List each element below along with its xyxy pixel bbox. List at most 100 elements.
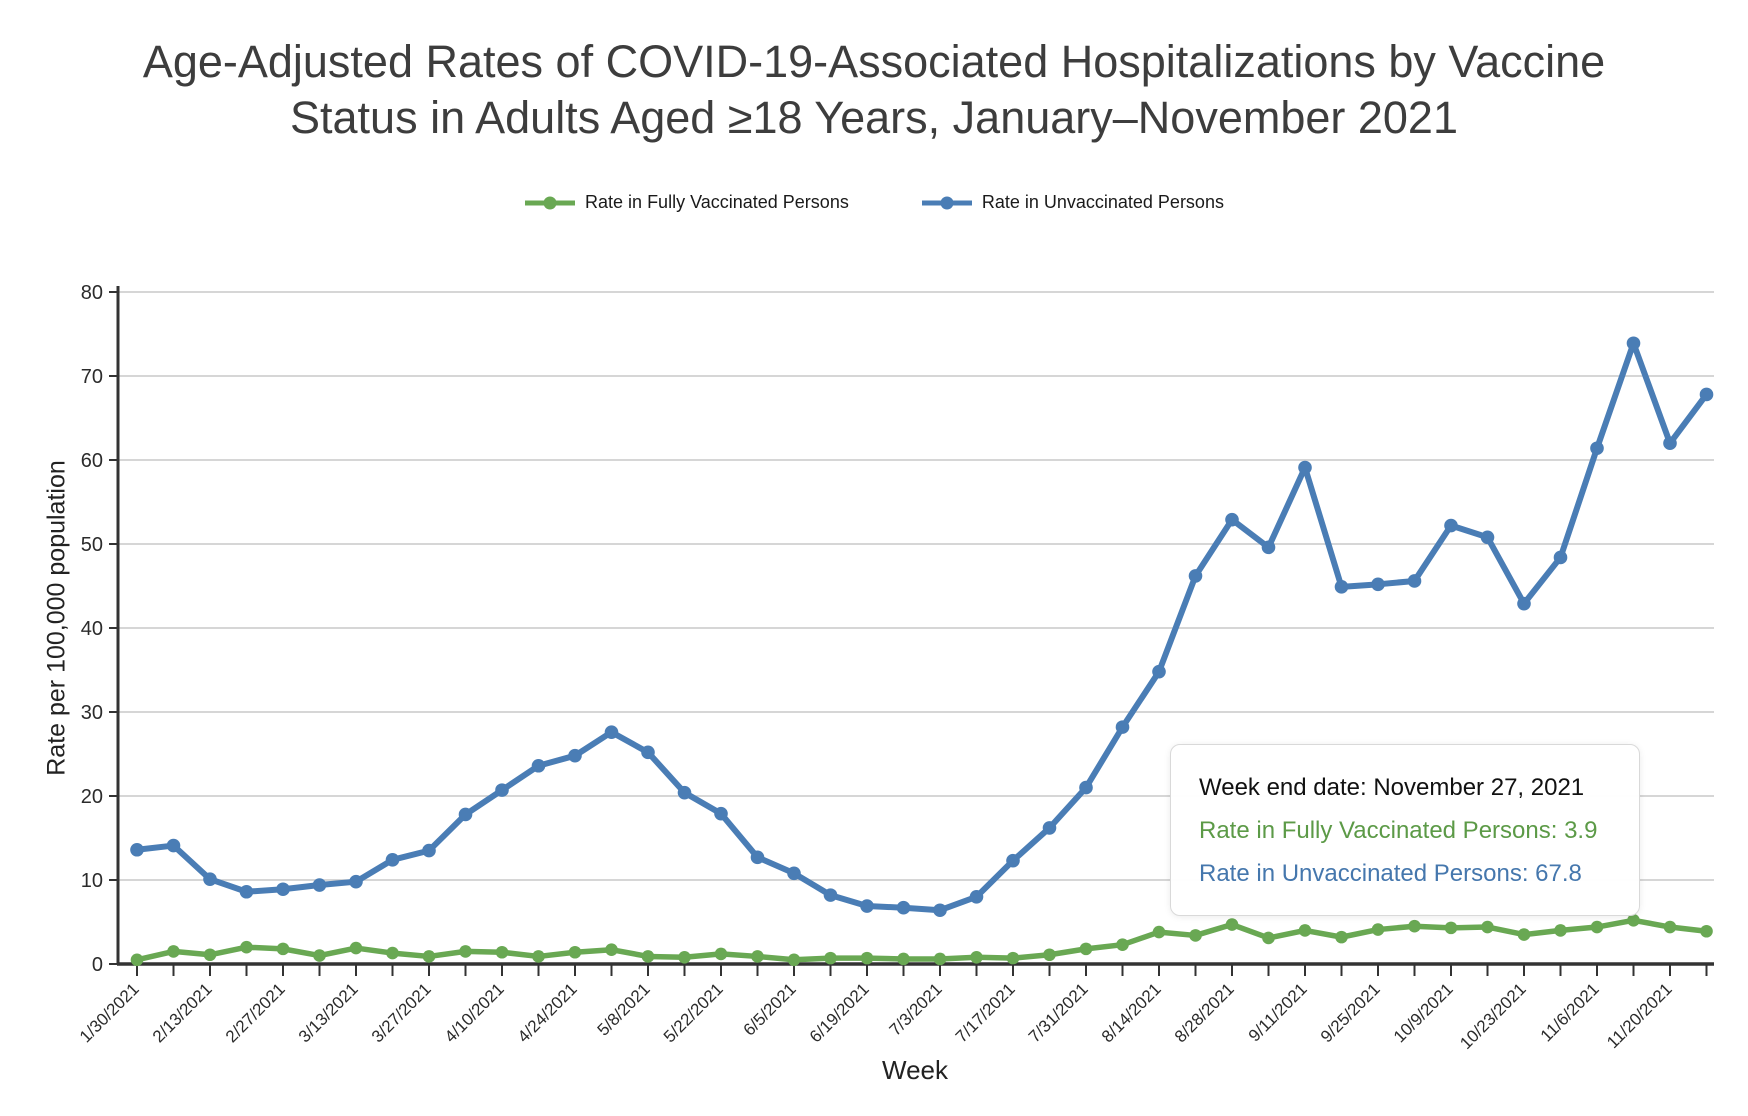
data-point-unvaccinated[interactable] [458,807,473,822]
data-point-unvaccinated[interactable] [677,785,692,800]
data-point-fully-vaccinated[interactable] [459,945,472,958]
data-point-unvaccinated[interactable] [1298,460,1312,475]
legend-label-unvaccinated: Rate in Unvaccinated Persons [981,192,1224,212]
x-tick-label: 8/28/2021 [1171,979,1238,1046]
data-point-fully-vaccinated[interactable] [1663,920,1677,934]
data-point-fully-vaccinated[interactable] [1006,951,1020,965]
data-point-unvaccinated[interactable] [604,725,619,739]
data-point-unvaccinated[interactable] [750,850,765,865]
data-point-fully-vaccinated[interactable] [1079,942,1093,956]
data-point-fully-vaccinated[interactable] [203,948,217,962]
x-tick-label: 3/13/2021 [295,979,362,1046]
data-point-fully-vaccinated[interactable] [1408,919,1421,933]
data-point-unvaccinated[interactable] [641,745,655,760]
data-point-fully-vaccinated[interactable] [970,950,983,964]
data-point-fully-vaccinated[interactable] [1700,924,1713,938]
data-point-unvaccinated[interactable] [568,748,582,763]
data-point-fully-vaccinated[interactable] [605,943,618,957]
data-point-fully-vaccinated[interactable] [787,953,801,967]
data-point-unvaccinated[interactable] [969,890,984,904]
data-point-unvaccinated[interactable] [1517,596,1531,611]
data-point-fully-vaccinated[interactable] [751,950,764,963]
data-point-unvaccinated[interactable] [1553,550,1568,565]
tooltip-vaccinated-line: Rate in Fully Vaccinated Persons: 3.9 [1199,817,1598,844]
data-point-unvaccinated[interactable] [1225,512,1239,527]
data-point-unvaccinated[interactable] [1480,530,1495,545]
legend-item-unvaccinated[interactable]: Rate in Unvaccinated Persons [921,192,1224,213]
data-point-fully-vaccinated[interactable] [495,945,509,959]
data-point-unvaccinated[interactable] [1590,441,1604,456]
data-point-fully-vaccinated[interactable] [240,940,253,954]
data-point-fully-vaccinated[interactable] [897,952,910,966]
data-point-unvaccinated[interactable] [1079,780,1093,795]
data-point-unvaccinated[interactable] [1444,518,1458,533]
data-point-unvaccinated[interactable] [1626,336,1641,351]
data-point-unvaccinated[interactable] [787,866,801,881]
data-point-unvaccinated[interactable] [860,899,874,913]
data-point-unvaccinated[interactable] [896,900,911,915]
x-tick-label: 5/22/2021 [660,979,727,1046]
data-point-unvaccinated[interactable] [166,838,181,853]
x-tick-label: 8/14/2021 [1098,979,1165,1046]
data-point-fully-vaccinated[interactable] [568,945,582,959]
data-point-unvaccinated[interactable] [349,874,363,889]
data-point-fully-vaccinated[interactable] [276,942,290,956]
data-point-fully-vaccinated[interactable] [130,953,144,967]
data-point-fully-vaccinated[interactable] [824,951,837,965]
data-point-unvaccinated[interactable] [1006,853,1020,868]
data-point-unvaccinated[interactable] [933,903,947,918]
data-point-unvaccinated[interactable] [1115,720,1130,734]
data-point-fully-vaccinated[interactable] [641,950,655,963]
data-point-fully-vaccinated[interactable] [349,941,363,955]
data-point-fully-vaccinated[interactable] [1590,920,1604,934]
data-point-unvaccinated[interactable] [1699,387,1714,402]
data-point-fully-vaccinated[interactable] [1043,948,1056,962]
data-point-unvaccinated[interactable] [130,842,144,857]
data-point-fully-vaccinated[interactable] [1298,924,1312,937]
data-point-fully-vaccinated[interactable] [714,947,728,961]
data-point-fully-vaccinated[interactable] [1189,929,1202,942]
data-point-fully-vaccinated[interactable] [1116,938,1129,951]
legend-marker-green-line-icon [525,196,576,209]
data-point-unvaccinated[interactable] [495,783,509,797]
data-point-unvaccinated[interactable] [385,853,400,867]
data-point-fully-vaccinated[interactable] [1444,921,1458,935]
data-point-unvaccinated[interactable] [1042,821,1057,835]
data-point-fully-vaccinated[interactable] [933,952,947,966]
data-point-fully-vaccinated[interactable] [386,946,399,960]
data-point-fully-vaccinated[interactable] [167,945,180,958]
data-point-fully-vaccinated[interactable] [860,951,874,965]
data-point-unvaccinated[interactable] [1334,580,1349,594]
data-point-unvaccinated[interactable] [1152,664,1166,679]
x-tick-label: 3/27/2021 [368,979,435,1046]
data-point-unvaccinated[interactable] [1188,569,1203,583]
data-point-fully-vaccinated[interactable] [313,949,326,962]
data-point-unvaccinated[interactable] [239,884,254,899]
data-point-fully-vaccinated[interactable] [1517,928,1531,941]
legend-marker-blue-line-icon [921,196,972,209]
data-point-unvaccinated[interactable] [714,806,728,821]
data-point-unvaccinated[interactable] [312,878,327,892]
data-point-fully-vaccinated[interactable] [1262,931,1275,945]
data-point-unvaccinated[interactable] [531,758,546,773]
data-point-unvaccinated[interactable] [1407,574,1422,588]
data-point-unvaccinated[interactable] [276,882,290,897]
data-point-fully-vaccinated[interactable] [1225,918,1239,931]
data-point-unvaccinated[interactable] [823,888,838,902]
data-point-fully-vaccinated[interactable] [1371,923,1385,936]
series-line-fully-vaccinated[interactable] [134,917,1710,963]
data-point-fully-vaccinated[interactable] [678,950,691,964]
data-point-unvaccinated[interactable] [1371,577,1385,592]
data-point-fully-vaccinated[interactable] [1481,920,1494,934]
data-point-unvaccinated[interactable] [422,843,436,858]
data-point-fully-vaccinated[interactable] [532,950,545,963]
data-point-unvaccinated[interactable] [1261,540,1276,555]
data-point-fully-vaccinated[interactable] [1554,924,1567,937]
legend-item-fully-vaccinated[interactable]: Rate in Fully Vaccinated Persons [524,192,849,213]
data-point-fully-vaccinated[interactable] [1627,914,1640,927]
data-point-fully-vaccinated[interactable] [1335,930,1348,944]
data-point-unvaccinated[interactable] [1663,436,1677,451]
data-point-fully-vaccinated[interactable] [422,950,436,963]
data-point-fully-vaccinated[interactable] [1152,925,1166,939]
data-point-unvaccinated[interactable] [203,872,217,886]
